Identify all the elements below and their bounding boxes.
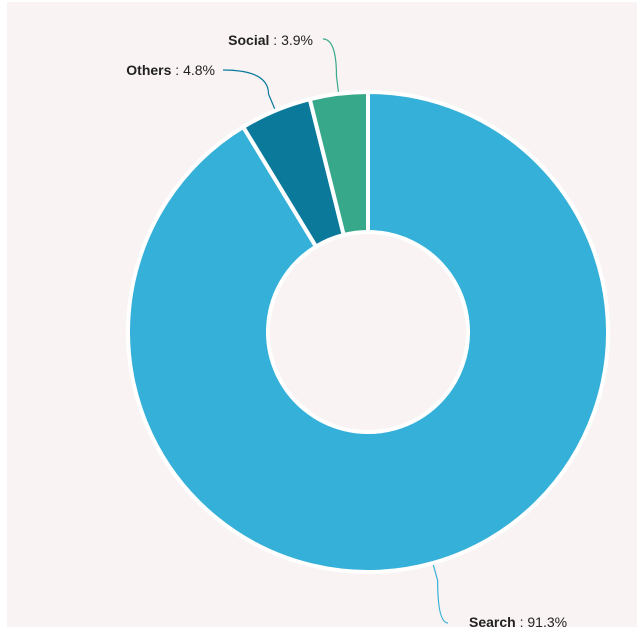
chart-card: Search : 91.3% Others : 4.8% Social : 3.9% [7, 2, 637, 627]
data-label-social: Social : 3.9% [228, 32, 313, 48]
data-label-name-search: Search [469, 614, 516, 627]
leader-line-others [222, 69, 276, 109]
slice-social[interactable] [307, 89, 370, 238]
data-label-value-others: : 4.8% [171, 62, 215, 78]
data-label-search: Search : 91.3% [469, 614, 567, 627]
slice-search[interactable] [126, 89, 610, 574]
data-label-others: Others : 4.8% [126, 62, 215, 78]
donut-chart: Search : 91.3% Others : 4.8% Social : 3.9% [126, 32, 610, 627]
data-label-name-others: Others [126, 62, 171, 78]
leader-line-social [322, 38, 340, 92]
data-label-name-social: Social [228, 32, 269, 48]
data-label-value-search: : 91.3% [516, 614, 567, 627]
leader-line-search [432, 564, 449, 624]
data-label-value-social: : 3.9% [269, 32, 313, 48]
